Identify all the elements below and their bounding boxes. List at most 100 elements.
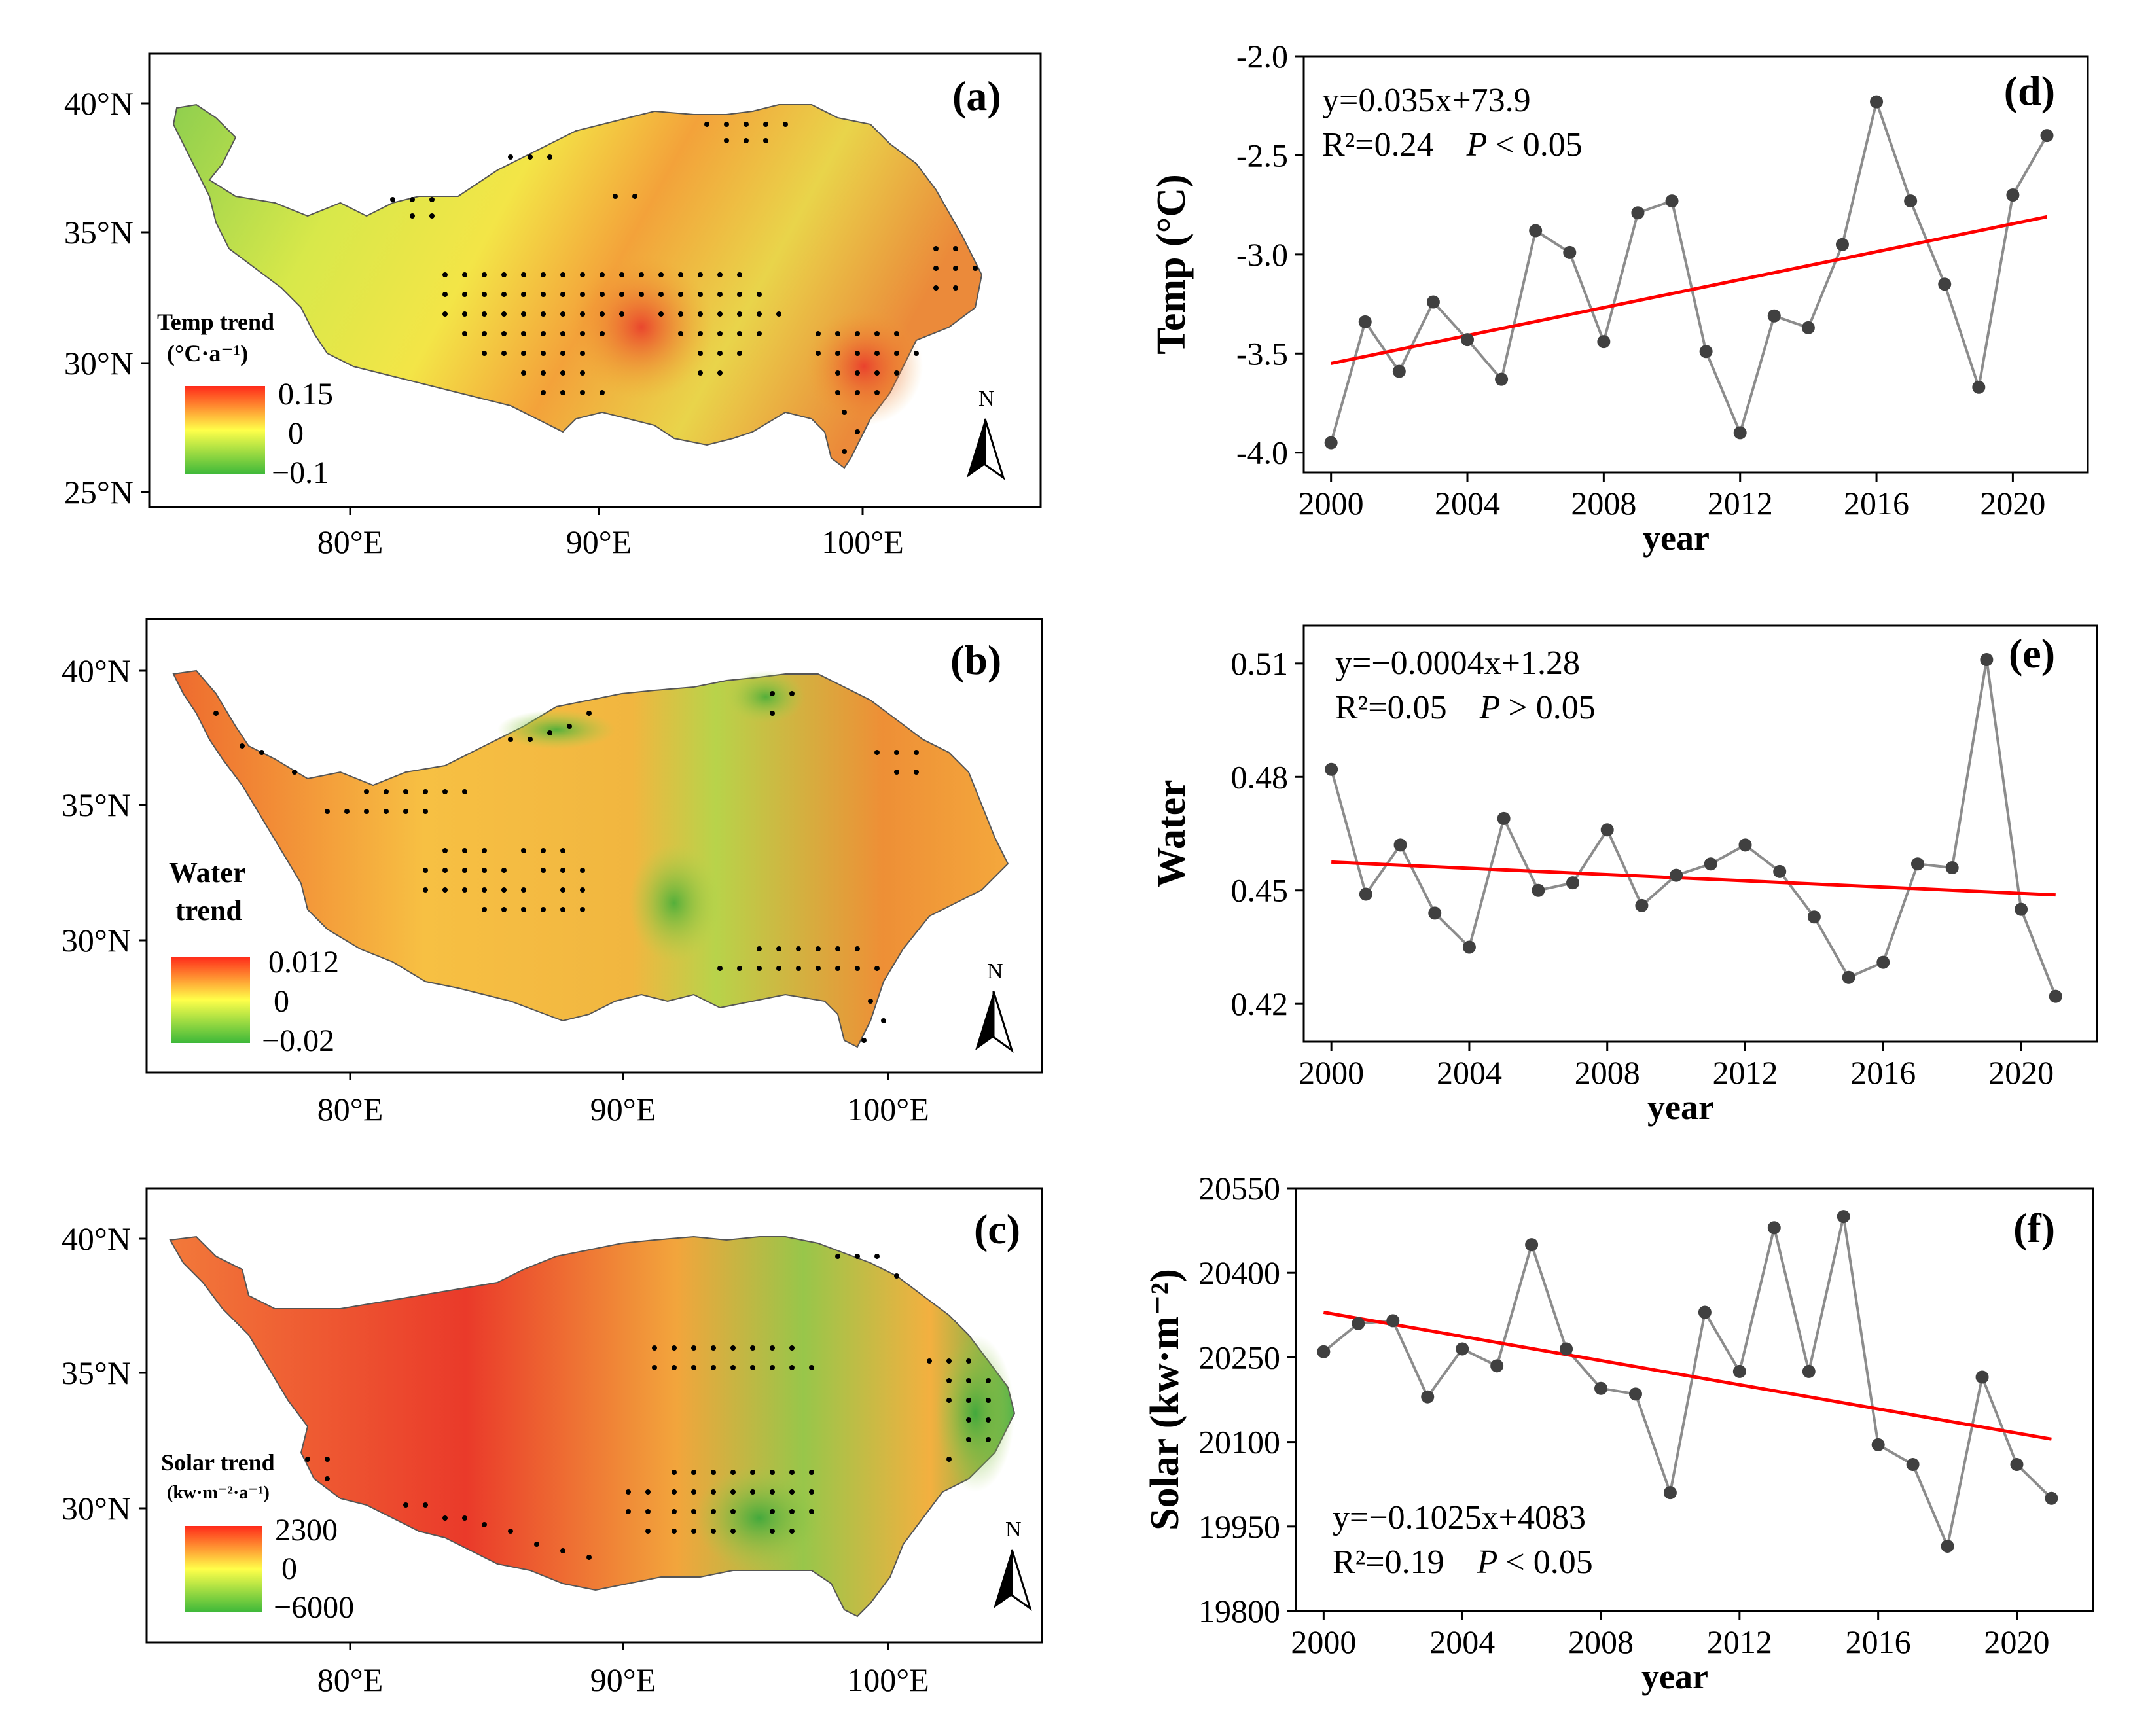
map-panel-water-trend: Water trend 0.012 0 −0.02 N (b) 40°N 35°… <box>62 618 1043 1127</box>
legend-max-label: 0.15 <box>278 377 333 412</box>
x-tick-label: 2012 <box>1708 485 1773 522</box>
panel-letter: (b) <box>950 637 1001 683</box>
data-point <box>1560 1342 1573 1356</box>
legend-title-line2: (kw·m⁻²·a⁻¹) <box>167 1483 270 1503</box>
p-condition: < 0.05 <box>1495 126 1582 164</box>
latitude-axis: 40°N 35°N 30°N <box>62 1220 147 1527</box>
regression-equation: y=−0.1025x+4083 <box>1333 1499 1586 1536</box>
data-point <box>1938 277 1952 291</box>
data-point <box>1461 333 1475 347</box>
data-point <box>1426 295 1440 309</box>
lat-label: 35°N <box>62 1355 131 1391</box>
legend-mid-label: 0 <box>281 1551 297 1586</box>
legend-colorbar <box>171 957 250 1043</box>
y-tick-label: 19950 <box>1198 1508 1280 1545</box>
legend-mid-label: 0 <box>288 416 304 451</box>
data-point <box>1699 345 1713 359</box>
significance-dots <box>213 691 919 1043</box>
data-point <box>1421 1390 1435 1404</box>
longitude-axis: 80°E 90°E 100°E <box>317 1642 929 1698</box>
lat-label: 25°N <box>64 474 134 510</box>
regression-stats: R²=0.05 P > 0.05 <box>1335 689 1596 726</box>
y-tick-label: 0.42 <box>1231 985 1289 1022</box>
data-point <box>1876 955 1890 969</box>
x-tick-label: 2016 <box>1846 1623 1911 1660</box>
data-point <box>1732 1364 1746 1378</box>
legend-colorbar <box>185 386 265 474</box>
lon-label: 90°E <box>590 1091 656 1127</box>
data-point <box>1428 906 1442 920</box>
panel-letter: (a) <box>952 73 1001 119</box>
x-tick-label: 2008 <box>1575 1054 1640 1091</box>
x-tick-label: 2004 <box>1429 1623 1495 1660</box>
y-tick-label: -4.0 <box>1236 434 1288 471</box>
legend: Solar trend (kw·m⁻²·a⁻¹) 2300 0 −6000 <box>161 1449 354 1625</box>
lat-label: 35°N <box>62 787 131 823</box>
series-line <box>1323 1216 2052 1551</box>
x-tick-label: 2000 <box>1299 485 1364 522</box>
lon-label: 80°E <box>317 1661 384 1698</box>
legend-max-label: 0.012 <box>268 945 339 980</box>
map-frame <box>145 1187 1043 1644</box>
data-point <box>1532 883 1545 897</box>
data-point <box>1801 321 1815 334</box>
data-point <box>1945 861 1959 875</box>
p-symbol: P <box>1479 689 1501 726</box>
legend-title-line2: trend <box>175 895 242 927</box>
data-point <box>1733 426 1747 440</box>
lon-label: 100°E <box>821 523 904 560</box>
x-axis-label: year <box>1647 1088 1714 1127</box>
data-point <box>2040 129 2054 143</box>
north-arrow: N <box>994 1517 1032 1611</box>
latitude-axis: 40°N 35°N 30°N 25°N <box>64 85 149 510</box>
lon-label: 80°E <box>317 1091 384 1127</box>
lat-label: 30°N <box>62 922 131 959</box>
data-point <box>2006 188 2020 202</box>
p-symbol: P <box>1477 1544 1498 1581</box>
map-panel-temp-trend: Temp trend (°C·a⁻¹) 0.15 0 −0.1 N (a) 40… <box>64 52 1042 560</box>
lat-label: 30°N <box>62 1490 131 1527</box>
x-tick-label: 2020 <box>1988 1054 2054 1091</box>
drying-hotspot <box>628 844 720 962</box>
legend-title-line1: Water <box>169 857 245 889</box>
x-tick-label: 2000 <box>1291 1623 1356 1660</box>
data-point <box>1980 653 1994 667</box>
y-tick-label: -2.5 <box>1236 137 1288 173</box>
plot-frame <box>1302 55 2089 474</box>
data-point <box>1566 876 1580 890</box>
y-tick-label: 20550 <box>1198 1170 1280 1207</box>
data-point <box>1635 898 1649 912</box>
y-tick-label: 0.45 <box>1231 872 1289 909</box>
y-axis-label: Temp (°C) <box>1149 174 1194 355</box>
data-point <box>1529 224 1543 238</box>
data-point <box>1495 372 1509 386</box>
warming-hotspot <box>805 308 923 425</box>
y-axis-label: Solar (kw·m⁻²) <box>1143 1269 1187 1531</box>
p-condition: > 0.05 <box>1508 689 1595 726</box>
significance-dots <box>305 1254 991 1560</box>
regression-equation: y=0.035x+73.9 <box>1322 82 1531 119</box>
data-point <box>1835 238 1849 251</box>
plateau-outline <box>172 669 1009 1048</box>
y-tick-label: 20100 <box>1198 1424 1280 1461</box>
lat-label: 40°N <box>62 1220 131 1257</box>
y-tick-label: 0.48 <box>1231 758 1289 795</box>
data-point <box>1325 762 1338 776</box>
line-chart-temp: 2000 2004 2008 2012 2016 2020 -2.0 -2.5 -3.0 -3.5… <box>1149 38 2089 558</box>
lat-label: 30°N <box>64 345 134 381</box>
data-point <box>1767 1221 1781 1235</box>
data-point <box>1631 206 1645 220</box>
data-point <box>1698 1305 1712 1319</box>
data-point <box>1359 887 1372 901</box>
legend-title-line1: Temp trend <box>157 309 274 335</box>
data-point <box>1906 1458 1920 1472</box>
data-point <box>1941 1539 1954 1553</box>
data-point <box>1358 315 1372 328</box>
data-point <box>1767 309 1781 323</box>
data-point <box>1670 868 1683 882</box>
line-chart-solar: 2000 2004 2008 2012 2016 2020 20550 20400 20250 2… <box>1143 1170 2094 1696</box>
trend-line <box>1323 1311 2052 1441</box>
data-point <box>1317 1345 1331 1358</box>
north-arrow-right-half <box>992 991 1014 1053</box>
